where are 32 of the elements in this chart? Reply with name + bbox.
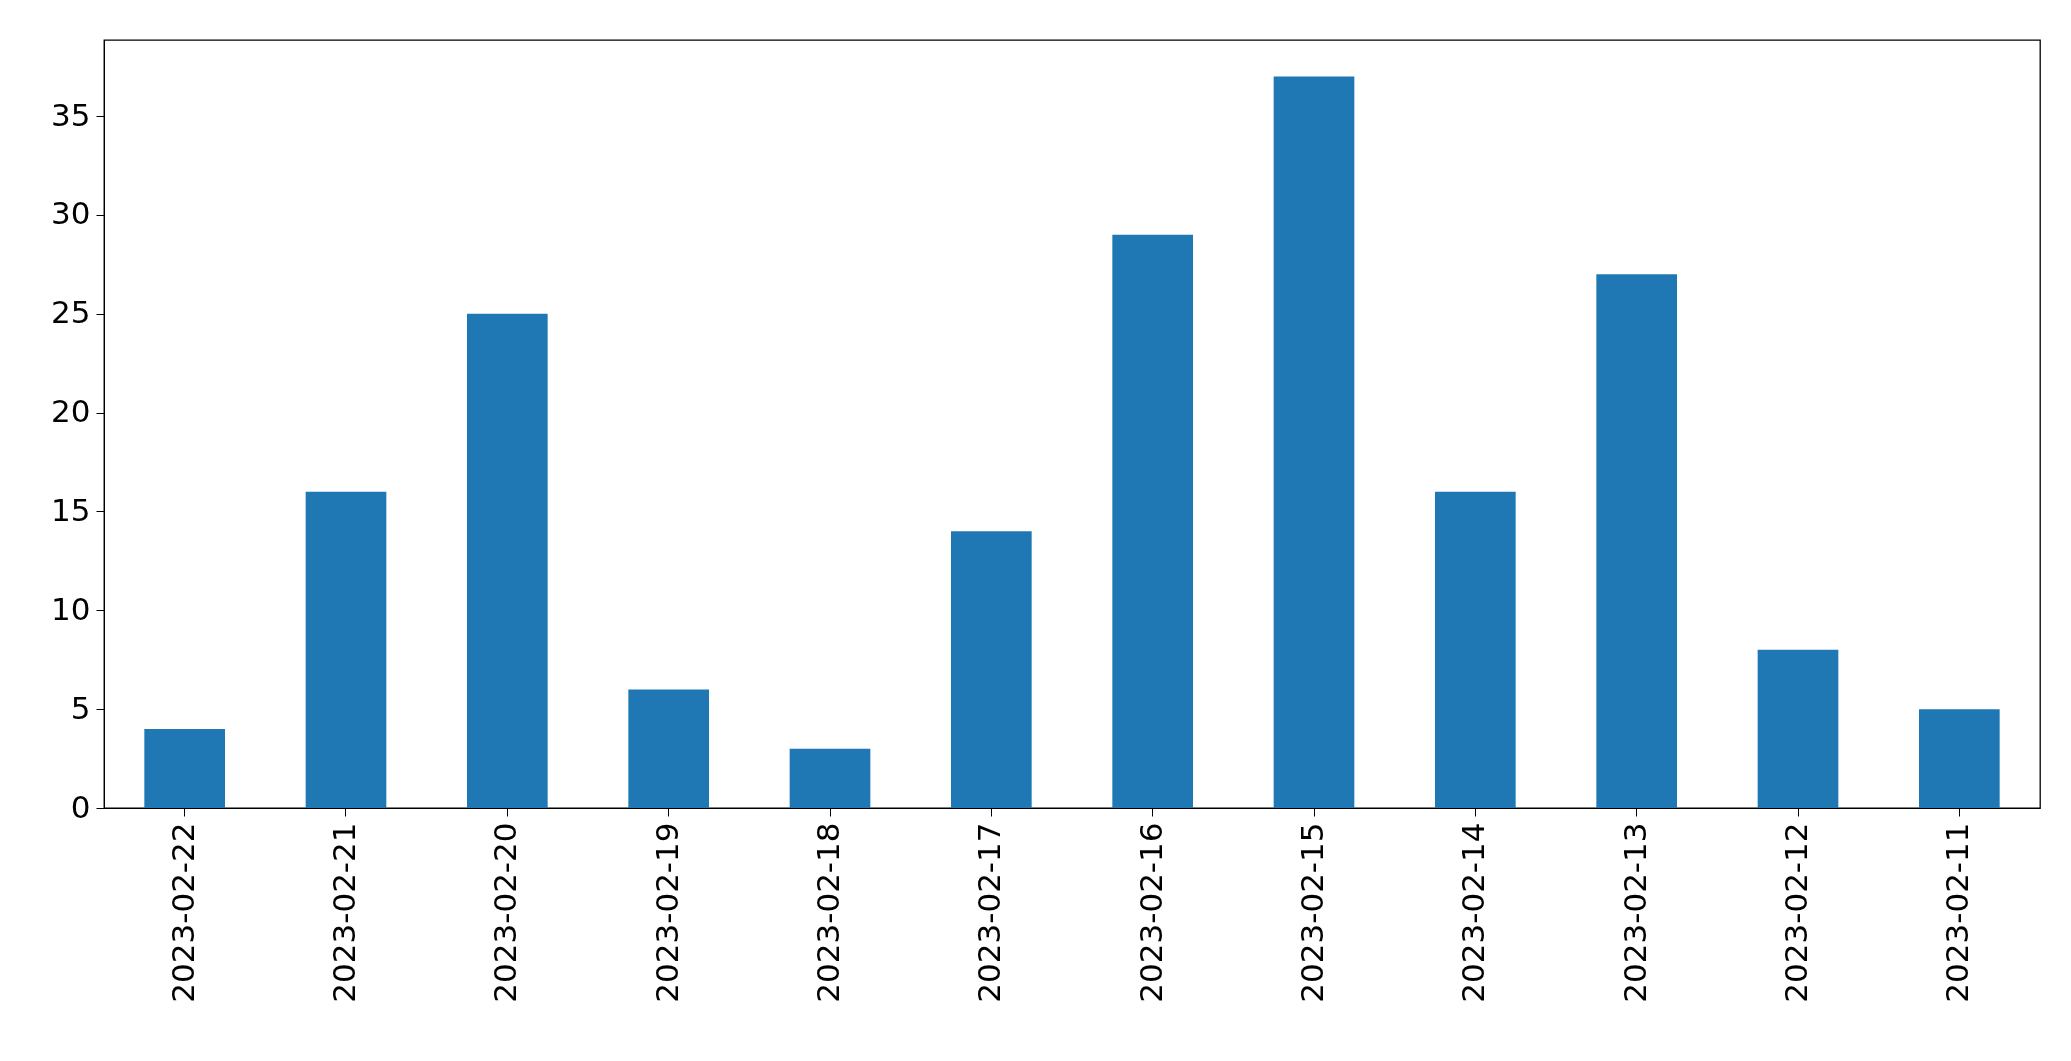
y-tick-label: 5 xyxy=(70,689,91,726)
y-tick-label: 10 xyxy=(51,590,91,627)
bar xyxy=(467,313,548,808)
bar xyxy=(305,491,387,808)
bar xyxy=(1435,491,1516,808)
x-tick-label: 2023-02-13 xyxy=(1616,822,1653,1003)
x-tick-label: 2023-02-14 xyxy=(1455,822,1492,1003)
x-tick-label: 2023-02-20 xyxy=(487,822,524,1003)
y-tick-label: 0 xyxy=(70,788,91,825)
bar xyxy=(789,748,871,808)
y-tick-label: 30 xyxy=(51,195,91,232)
bar xyxy=(144,728,225,808)
bar xyxy=(951,531,1032,808)
x-tick-label: 2023-02-22 xyxy=(164,822,201,1003)
x-tick-label: 2023-02-11 xyxy=(1939,822,1976,1003)
bar xyxy=(628,689,709,808)
y-tick-label: 15 xyxy=(51,491,91,528)
y-tick-label: 20 xyxy=(51,393,91,430)
x-tick-label: 2023-02-16 xyxy=(1132,822,1169,1003)
x-tick-label: 2023-02-15 xyxy=(1294,822,1330,1003)
x-tick-label: 2023-02-18 xyxy=(810,822,846,1003)
y-tick-label: 25 xyxy=(51,294,91,331)
bar xyxy=(1757,649,1839,808)
x-tick-label: 2023-02-17 xyxy=(971,822,1008,1003)
x-tick-label: 2023-02-19 xyxy=(648,822,685,1003)
x-tick-label: 2023-02-21 xyxy=(326,822,362,1003)
bar xyxy=(1273,76,1355,808)
bar xyxy=(1919,709,2000,808)
y-tick-label: 35 xyxy=(51,96,91,133)
bar xyxy=(1112,234,1193,808)
bar xyxy=(1596,274,1677,808)
x-tick-label: 2023-02-12 xyxy=(1778,822,1814,1003)
